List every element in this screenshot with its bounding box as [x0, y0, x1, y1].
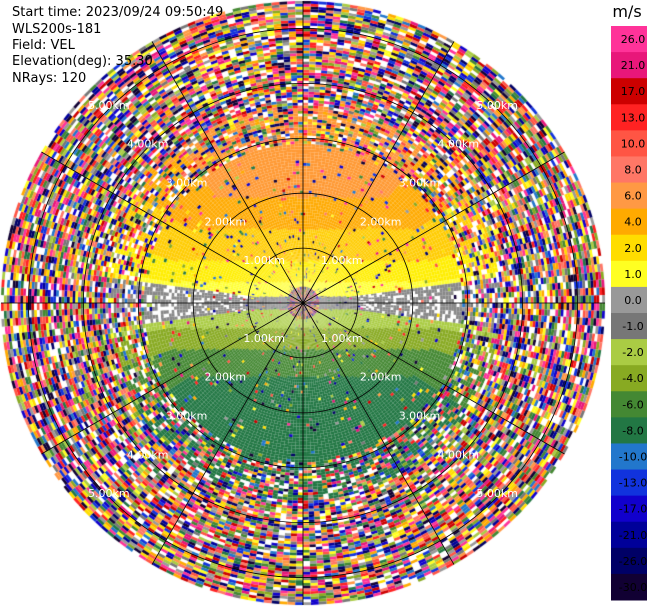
colorbar-tick-label: -30.0 [619, 581, 647, 594]
colorbar-tick-label: 4.0 [624, 216, 642, 229]
elevation-label: Elevation(deg): 35.30 [12, 54, 153, 69]
colorbar-swatch [611, 339, 647, 366]
colorbar-swatch [611, 234, 647, 262]
colorbar-tick-label: 2.0 [624, 242, 642, 255]
ring-label: 4.00km [127, 138, 169, 151]
ring-label: 3.00km [399, 177, 441, 190]
ring-label: 4.00km [438, 448, 480, 461]
colorbar-tick-label: 10.0 [621, 137, 646, 150]
ring-label: 1.00km [243, 332, 285, 345]
ring-label: 4.00km [127, 448, 169, 461]
ring-label: 5.00km [88, 99, 130, 112]
azimuth-spoke [302, 41, 455, 304]
colorbar-tick-label: 6.0 [624, 190, 642, 203]
ring-label: 2.00km [205, 215, 247, 228]
azimuth-spoke [302, 302, 565, 455]
colorbar-swatch [611, 286, 647, 314]
ring-label: 5.00km [88, 487, 130, 500]
colorbar-tick-label: -21.0 [619, 529, 647, 542]
ring-label: 3.00km [166, 177, 208, 190]
colorbar-swatch [611, 391, 647, 418]
colorbar-swatch [611, 417, 647, 444]
azimuth-spoke [302, 151, 565, 304]
colorbar-tick-label: -17.0 [619, 503, 647, 516]
ring-label: 2.00km [360, 371, 402, 384]
colorbar-swatch [611, 469, 647, 497]
colorbar-swatch [611, 260, 647, 288]
colorbar-swatch [611, 443, 647, 471]
colorbar-swatch [611, 182, 647, 210]
colorbar-tick-label: 1.0 [624, 268, 642, 281]
colorbar-swatch [611, 573, 647, 601]
colorbar-tick-label: 0.0 [624, 294, 642, 307]
colorbar-swatch [611, 365, 647, 392]
ring-label: 3.00km [399, 409, 441, 422]
azimuth-spoke [41, 151, 304, 304]
colorbar-tick-label: 26.0 [621, 33, 646, 46]
colorbar-tick-label: -2.0 [622, 346, 643, 359]
colorbar-swatch [611, 26, 647, 53]
nrays-label: NRays: 120 [12, 71, 87, 86]
colorbar-swatch [611, 130, 647, 157]
azimuth-spoke [151, 41, 304, 304]
colorbar-tick-label: -8.0 [622, 424, 643, 437]
colorbar-tick-label: -26.0 [619, 555, 647, 568]
ring-label: 4.00km [438, 138, 480, 151]
ring-label: 5.00km [476, 99, 518, 112]
field-label: Field: VEL [12, 38, 75, 53]
colorbar-swatch [611, 547, 647, 575]
colorbar-tick-label: -1.0 [622, 320, 643, 333]
colorbar-tick-label: -13.0 [619, 477, 647, 490]
colorbar-swatch [611, 521, 647, 549]
colorbar-swatch [611, 313, 647, 340]
ring-label: 5.00km [476, 487, 518, 500]
start-time-label: Start time: 2023/09/24 09:50:49 [12, 5, 224, 20]
station-label: WLS200s-181 [12, 22, 102, 37]
velocity-colorbar: m/s 26.0 21.0 17.0 13.0 10.0 8.0 6.0 4.0 2.0 1.0 0.… [611, 2, 647, 601]
colorbar-tick-label: -10.0 [619, 451, 647, 464]
ring-label: 2.00km [360, 215, 402, 228]
azimuth-spoke [41, 302, 304, 455]
ppi-overlay: 1.00km 1.00km 1.00km 1.00km 2.00km 2.00km 2.00… [1, 1, 605, 605]
ring-label: 1.00km [243, 254, 285, 267]
colorbar-swatch [611, 104, 647, 131]
azimuth-spoke [151, 302, 304, 565]
colorbar-tick-label: -6.0 [622, 398, 643, 411]
colorbar-swatch [611, 52, 647, 79]
colorbar-unit: m/s [612, 2, 641, 21]
ring-label: 1.00km [321, 254, 363, 267]
colorbar-swatch [611, 208, 647, 236]
colorbar-tick-label: 21.0 [621, 59, 646, 72]
azimuth-spoke [302, 302, 455, 565]
colorbar-tick-label: 17.0 [621, 85, 646, 98]
colorbar-tick-label: -4.0 [622, 372, 643, 385]
colorbar-swatch [611, 78, 647, 105]
colorbar-tick-label: 8.0 [624, 164, 642, 177]
colorbar-tick-label: 13.0 [621, 111, 646, 124]
ring-label: 2.00km [205, 371, 247, 384]
ring-label: 3.00km [166, 409, 208, 422]
colorbar-swatch [611, 495, 647, 523]
colorbar-swatch [611, 156, 647, 184]
ring-label: 1.00km [321, 332, 363, 345]
